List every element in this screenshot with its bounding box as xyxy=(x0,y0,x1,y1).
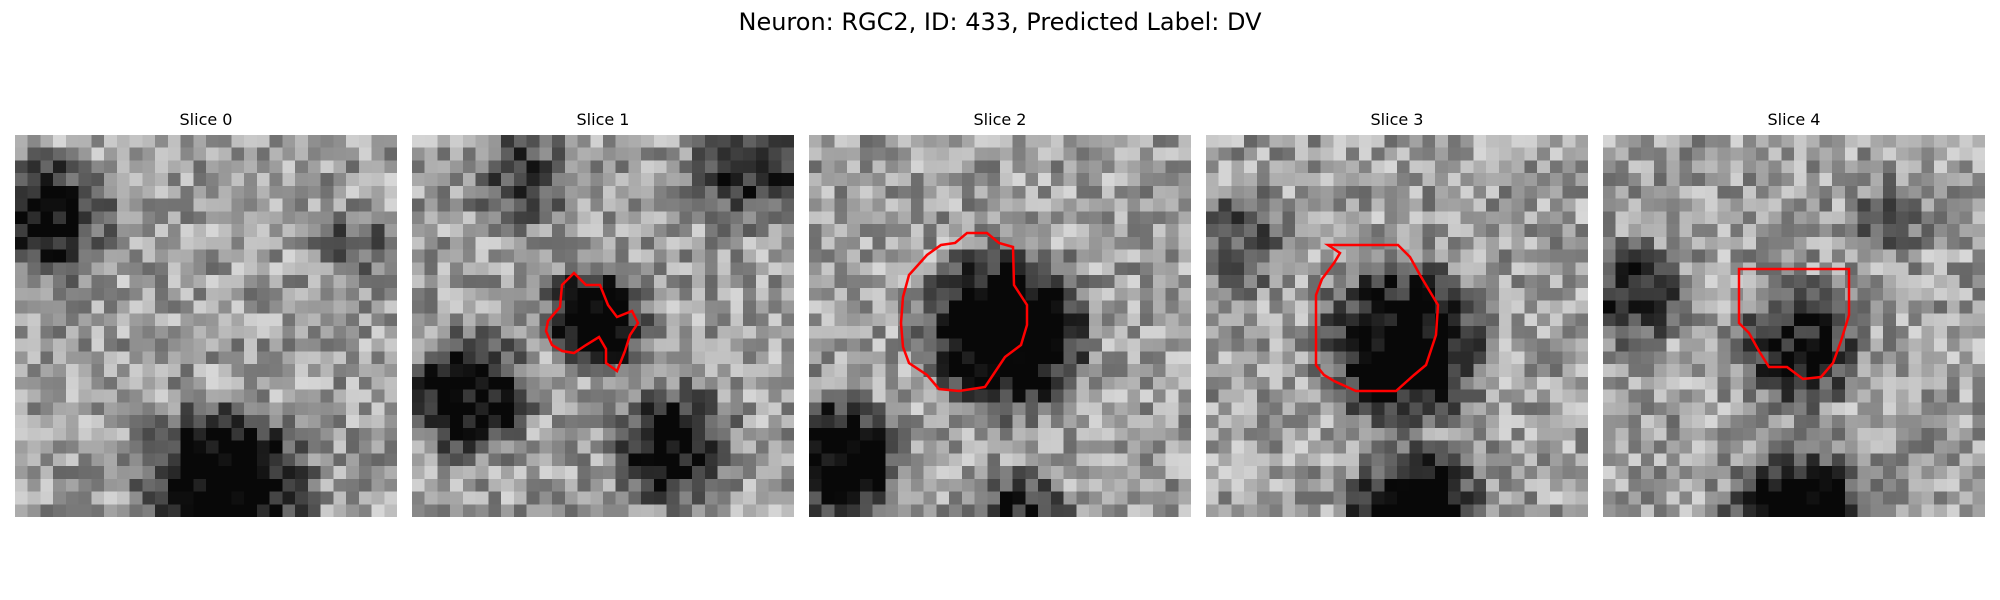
microscopy-image xyxy=(15,135,397,517)
microscopy-image xyxy=(1603,135,1985,517)
slice-panel-4: Slice 4 xyxy=(1603,110,1985,517)
slice-title: Slice 3 xyxy=(1370,110,1424,129)
figure-title: Neuron: RGC2, ID: 433, Predicted Label: … xyxy=(738,8,1262,36)
neuron-contour xyxy=(899,231,1029,393)
slice-image xyxy=(412,135,794,517)
contour-outline xyxy=(1737,267,1851,381)
slice-panel-0: Slice 0 xyxy=(15,110,397,517)
slice-image xyxy=(15,135,397,517)
slice-panel-2: Slice 2 xyxy=(809,110,1191,517)
slice-title: Slice 2 xyxy=(973,110,1027,129)
neuron-contour xyxy=(1737,267,1851,381)
neuron-contour xyxy=(544,271,640,373)
slice-image xyxy=(1206,135,1588,517)
slice-title: Slice 4 xyxy=(1767,110,1821,129)
microscopy-image xyxy=(809,135,1191,517)
slice-title: Slice 0 xyxy=(179,110,233,129)
slice-image xyxy=(1603,135,1985,517)
slice-panel-1: Slice 1 xyxy=(412,110,794,517)
contour-outline xyxy=(899,231,1029,393)
slice-panel-3: Slice 3 xyxy=(1206,110,1588,517)
microscopy-image xyxy=(412,135,794,517)
neuron-contour xyxy=(1314,243,1440,393)
contour-outline xyxy=(1314,243,1440,393)
microscopy-image xyxy=(1206,135,1588,517)
slice-image xyxy=(809,135,1191,517)
contour-outline xyxy=(544,271,640,373)
slice-title: Slice 1 xyxy=(576,110,630,129)
